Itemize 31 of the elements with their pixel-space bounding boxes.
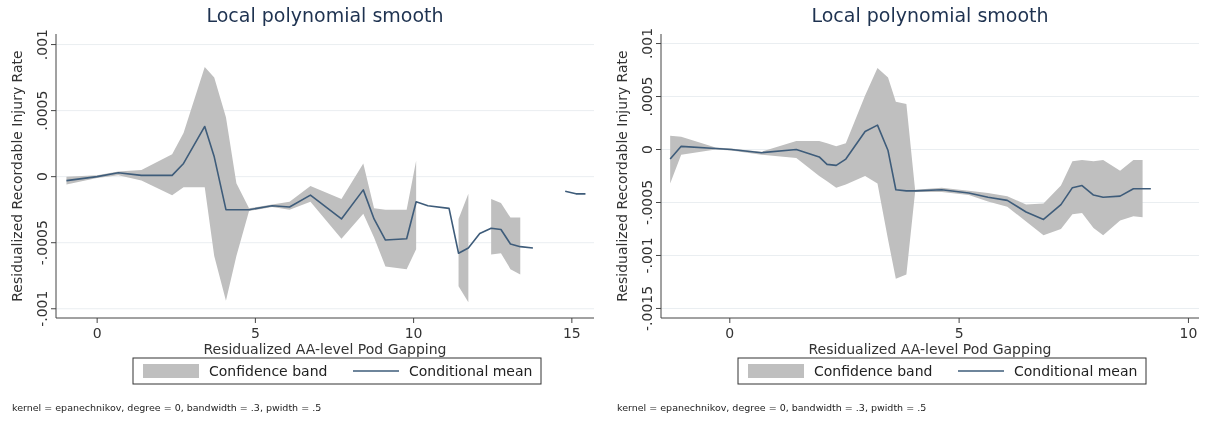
- legend-label: Confidence band: [814, 363, 933, 379]
- x-tick-label: 5: [250, 325, 260, 341]
- y-tick-label: 0: [639, 145, 655, 154]
- x-tick-label: 10: [1179, 325, 1198, 341]
- x-tick-label: 0: [92, 325, 102, 341]
- y-tick-label: -.0005: [639, 179, 655, 226]
- x-tick-label: 10: [404, 325, 423, 341]
- y-tick-label: -.001: [34, 290, 50, 327]
- x-tick-label: 5: [954, 325, 964, 341]
- legend-label: Conditional mean: [409, 363, 533, 379]
- y-axis-title: Residualized Recordable Injury Rate: [9, 50, 25, 302]
- y-tick-label: -.001: [639, 237, 655, 274]
- y-tick-label: 0: [34, 172, 50, 182]
- y-tick-label: .001: [639, 27, 655, 60]
- legend-label: Conditional mean: [1014, 363, 1138, 379]
- x-tick-label: 0: [725, 325, 735, 341]
- x-axis-title: Residualized AA-level Pod Gapping: [203, 341, 447, 357]
- y-tick-label: .0005: [34, 90, 50, 131]
- y-tick-label: .0005: [639, 76, 655, 117]
- chart-title: Local polynomial smooth: [811, 4, 1049, 26]
- legend-label: Confidence band: [209, 363, 328, 379]
- line-series: [669, 124, 1152, 221]
- y-tick-label: -.0015: [639, 285, 655, 332]
- y-axis-title: Residualized Recordable Injury Rate: [614, 50, 630, 302]
- text: kernel = epanechnikov, degree = 0, bandwidth = .3, pwidth = .5: [12, 402, 322, 413]
- chart-title: Local polynomial smooth: [206, 4, 444, 26]
- y-tick-label: .001: [34, 28, 50, 61]
- y-tick-label: -.0005: [34, 220, 50, 266]
- text: kernel = epanechnikov, degree = 0, bandwidth = .3, pwidth = .5: [617, 402, 927, 413]
- x-axis-title: Residualized AA-level Pod Gapping: [808, 341, 1052, 357]
- x-tick-label: 15: [562, 325, 581, 341]
